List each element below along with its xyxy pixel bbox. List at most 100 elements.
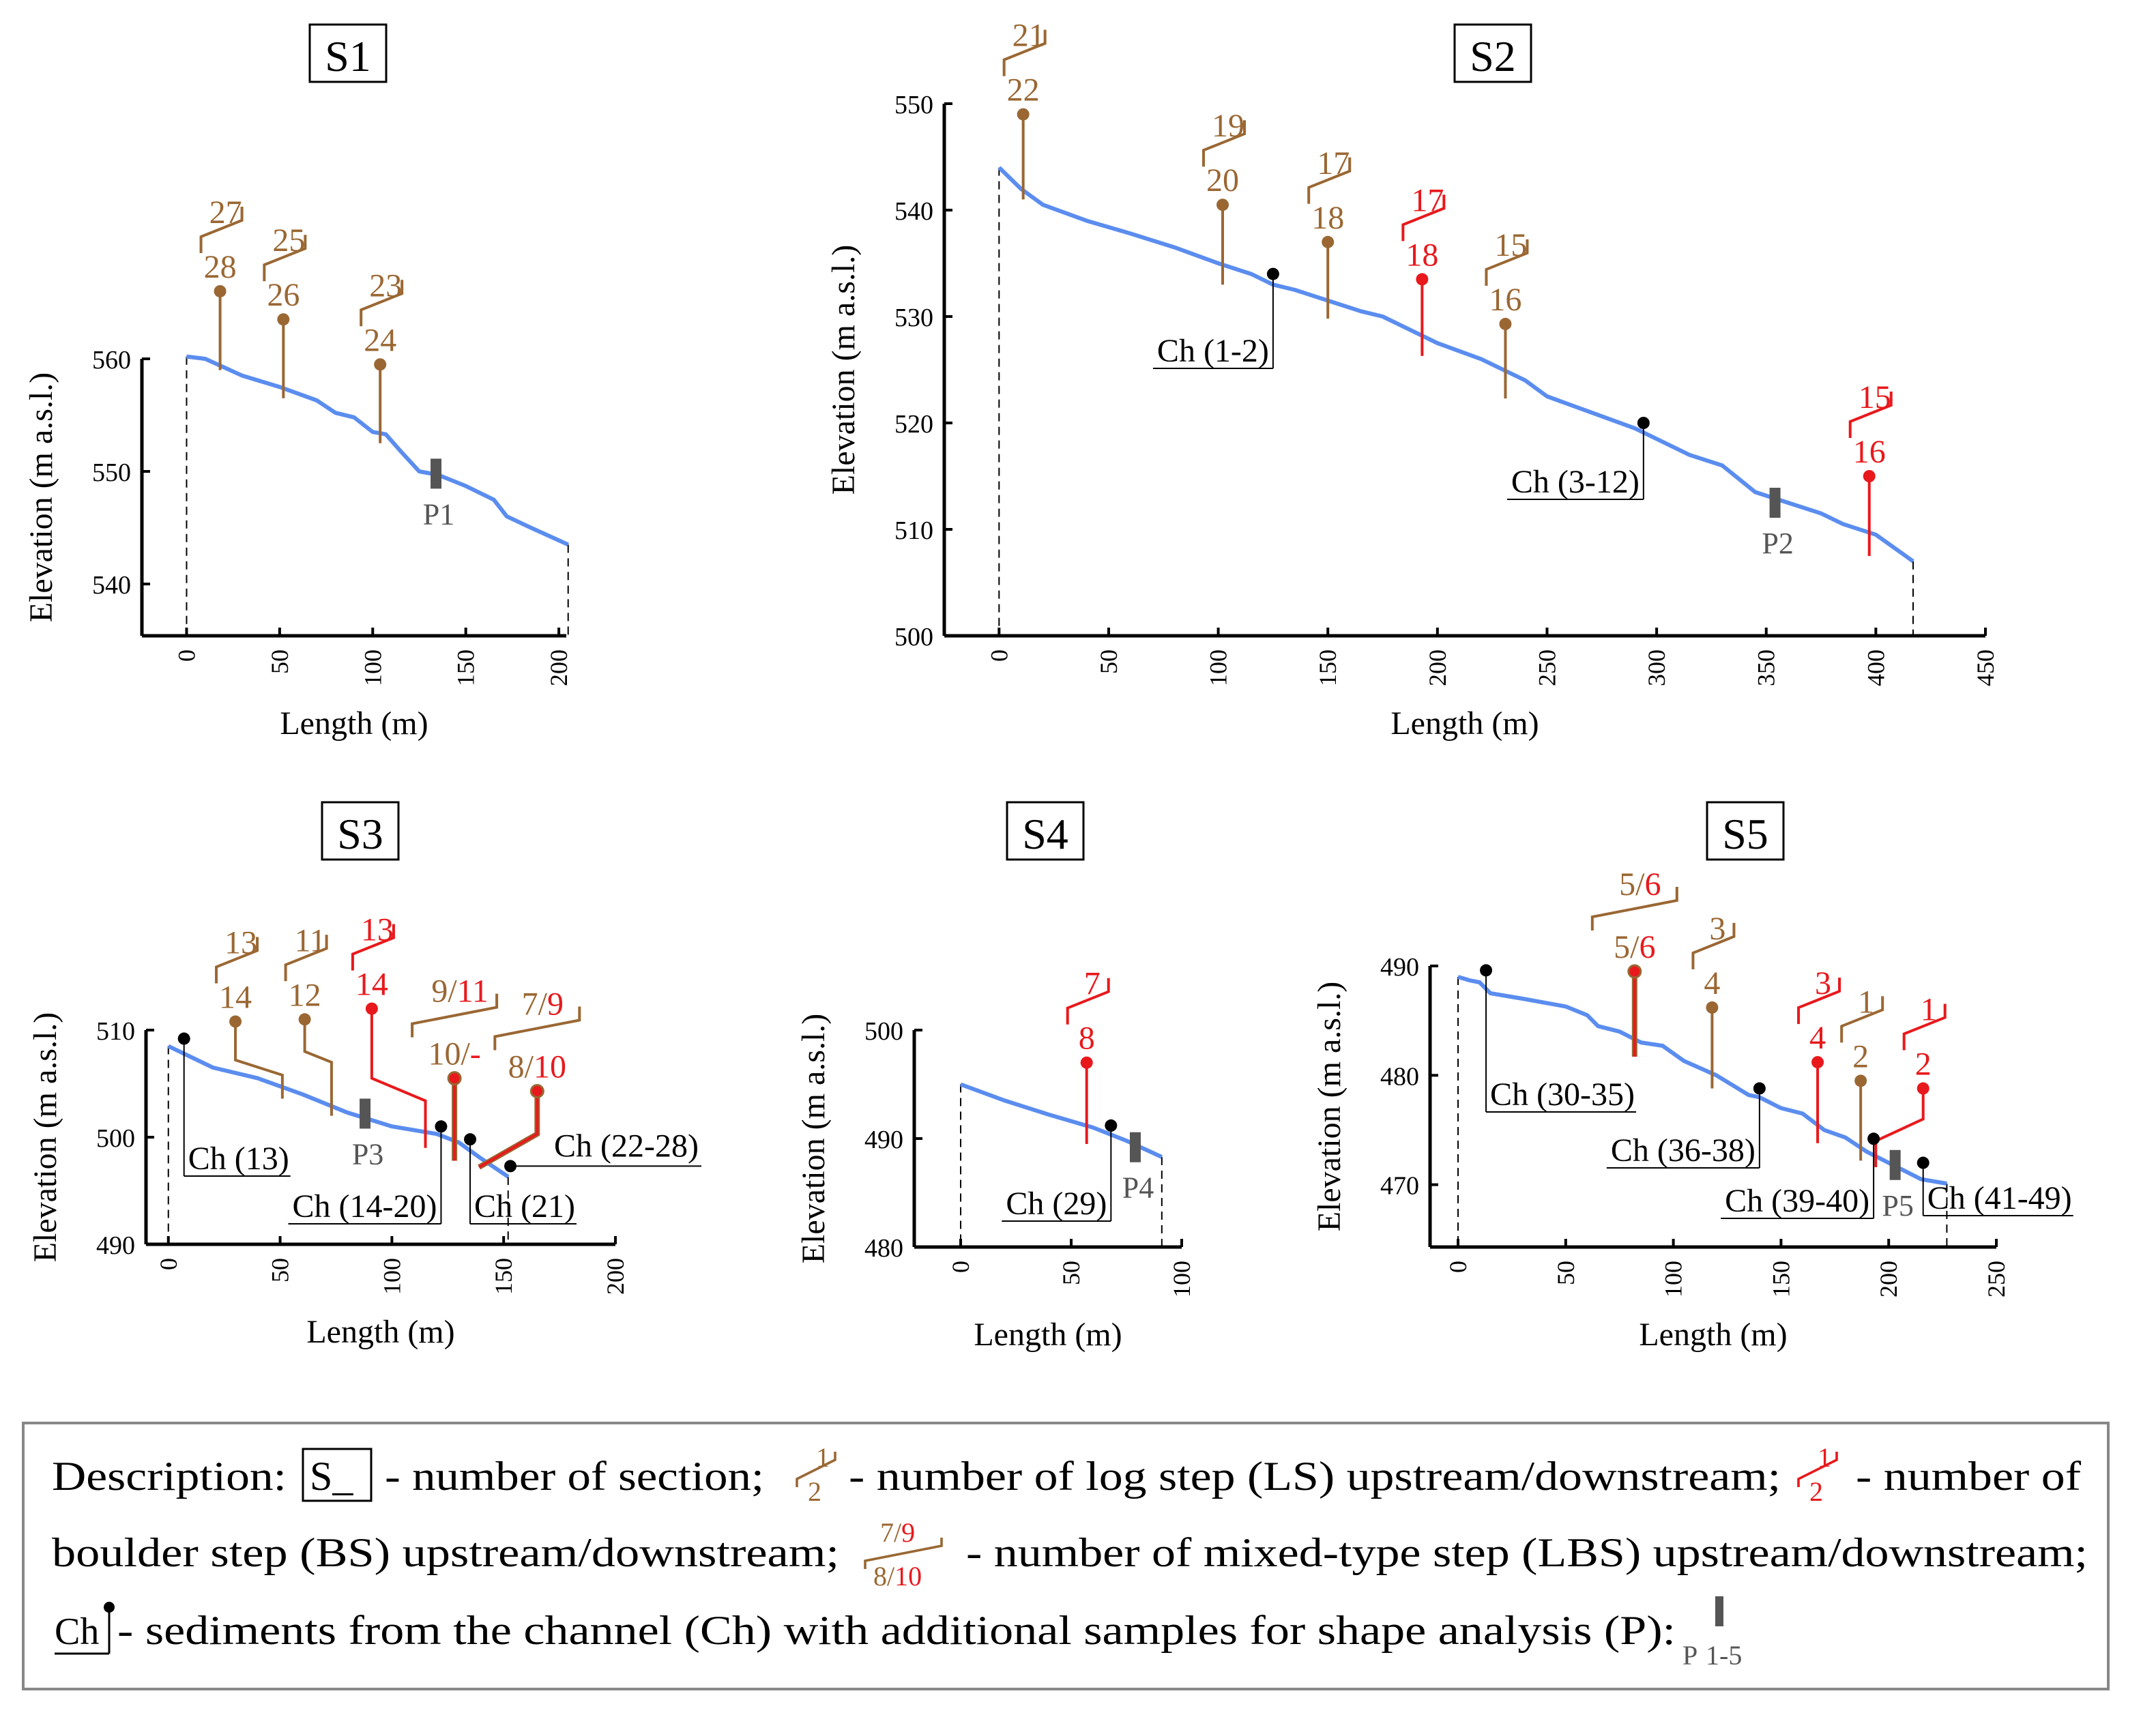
step-dot bbox=[214, 284, 227, 297]
y-tick-label: 540 bbox=[894, 197, 933, 226]
label-separator: / bbox=[448, 973, 457, 1010]
channel-sample-label: Ch (3-12) bbox=[1511, 464, 1640, 500]
shape-sample-bar-icon bbox=[1889, 1149, 1901, 1180]
step-dot bbox=[447, 1071, 462, 1086]
step-dot bbox=[1217, 199, 1229, 211]
step-label-upstream: 15 bbox=[1859, 379, 1891, 415]
step-line bbox=[1874, 1088, 1925, 1167]
shape-sample-label: P4 bbox=[1122, 1171, 1154, 1205]
longitudinal-profile-line bbox=[997, 166, 1914, 563]
step-label-downstream: 4 bbox=[1809, 1020, 1826, 1056]
legend-ch: Ch bbox=[55, 1611, 99, 1653]
step-label-bracket bbox=[1485, 239, 1529, 286]
legend-channel-dot-icon bbox=[104, 1602, 115, 1613]
y-tick-label: 500 bbox=[894, 623, 933, 651]
legend-channel-symbol: Ch bbox=[55, 1602, 115, 1655]
legend-section-symbol-box bbox=[302, 1448, 373, 1502]
label-part-boulder: 10 bbox=[534, 1049, 566, 1085]
step-label-downstream: 8/10 bbox=[508, 1049, 566, 1085]
step-line bbox=[303, 1019, 333, 1116]
step-label-downstream: 12 bbox=[289, 977, 321, 1013]
step-label-downstream: 16 bbox=[1489, 282, 1521, 318]
y-tick-label: 490 bbox=[96, 1231, 135, 1260]
step-dot bbox=[529, 1083, 544, 1098]
x-tick-label: 200 bbox=[602, 1258, 629, 1295]
step-label-upstream: 27 bbox=[209, 194, 242, 231]
step-label-bracket bbox=[1401, 194, 1446, 241]
step-line bbox=[234, 1021, 284, 1099]
step-label-downstream: 18 bbox=[1405, 237, 1438, 273]
legend-lbs-up: 7/9 bbox=[880, 1517, 915, 1548]
step-label-bracket bbox=[1202, 120, 1247, 167]
step-label-downstream: 8 bbox=[1079, 1021, 1095, 1057]
panel-title-box bbox=[321, 801, 400, 861]
step-label-bracket bbox=[360, 280, 404, 327]
channel-sample-dot bbox=[1637, 417, 1650, 429]
step-label-upstream: 7 bbox=[1084, 966, 1101, 1002]
step-ls: 27 28 bbox=[199, 194, 244, 370]
x-tick-label: 200 bbox=[1875, 1261, 1902, 1298]
label-separator: / bbox=[538, 986, 548, 1022]
channel-sample-label: Ch (30-35) bbox=[1490, 1076, 1635, 1113]
channel-sample-label: Ch (29) bbox=[1006, 1186, 1107, 1222]
channel-sample: Ch (13) bbox=[177, 1032, 291, 1177]
legend-description: Description: bbox=[52, 1454, 287, 1499]
step-dot bbox=[1416, 273, 1429, 286]
panel-title-box bbox=[1453, 23, 1532, 83]
step-label-downstream: 24 bbox=[364, 322, 396, 358]
label-part-boulder: 6 bbox=[1639, 929, 1655, 965]
step-label-upstream: 13 bbox=[361, 912, 394, 948]
x-tick-label: 150 bbox=[490, 1258, 517, 1295]
channel-sample: Ch (14-20) bbox=[288, 1120, 448, 1225]
step-label-upstream: 13 bbox=[224, 924, 257, 961]
x-tick-label: 0 bbox=[985, 649, 1013, 662]
x-tick-label: 250 bbox=[1533, 649, 1560, 686]
step-label-bracket bbox=[215, 937, 259, 984]
step-label-upstream: 15 bbox=[1494, 227, 1527, 263]
step-label-bracket bbox=[1840, 996, 1884, 1043]
step-label-bracket bbox=[1848, 392, 1893, 438]
step-label-bracket bbox=[351, 924, 395, 971]
step-bs: 13 14 bbox=[351, 912, 427, 1148]
step-label-upstream: 9/11 bbox=[431, 973, 489, 1010]
legend-bs-down: 2 bbox=[1809, 1476, 1823, 1507]
channel-sample-label: Ch (14-20) bbox=[292, 1188, 437, 1225]
longitudinal-profile-line bbox=[1457, 975, 1947, 1186]
panel-title: S4 bbox=[1022, 810, 1068, 858]
panel-s1: S1 540 550 560 0 50 100 150 200 Length (m) Elevati… bbox=[23, 23, 572, 742]
y-axis-label: Elevation (m a.s.l.) bbox=[27, 1012, 63, 1263]
shape-sample-label: P5 bbox=[1882, 1189, 1913, 1222]
y-axis-label: Elevation (m a.s.l.) bbox=[1311, 982, 1348, 1232]
label-separator: / bbox=[1630, 929, 1640, 965]
step-label-bracket bbox=[1002, 29, 1047, 76]
legend-shape-sample-bar-icon bbox=[1715, 1596, 1723, 1626]
x-axis-label: Length (m) bbox=[1390, 705, 1539, 742]
step-label-upstream: 21 bbox=[1013, 18, 1045, 54]
legend-lbs-down: 8/10 bbox=[873, 1561, 922, 1592]
step-dot bbox=[1917, 1082, 1929, 1095]
x-tick-label: 150 bbox=[452, 649, 480, 686]
legend-mixed-step-text: - number of mixed-type step (LBS) upstre… bbox=[966, 1530, 2088, 1575]
step-label-downstream: 4 bbox=[1704, 965, 1720, 1001]
step-line bbox=[370, 1008, 427, 1148]
step-dot bbox=[1627, 964, 1642, 979]
x-tick-label: 150 bbox=[1767, 1261, 1794, 1298]
step-label-downstream: 22 bbox=[1007, 72, 1040, 108]
legend-log-step-text: - number of log step (LS) upstream/downs… bbox=[849, 1454, 1781, 1499]
panel-title-box bbox=[308, 23, 388, 83]
longitudinal-profile-line bbox=[186, 354, 570, 547]
y-tick-label: 530 bbox=[894, 304, 933, 332]
x-tick-label: 400 bbox=[1862, 649, 1889, 686]
label-part-log: 10 bbox=[428, 1036, 461, 1072]
legend-boulder-step-text-2: boulder step (BS) upstream/downstream; bbox=[52, 1530, 839, 1575]
step-ls: 11 12 bbox=[284, 922, 333, 1116]
step-label-upstream: 7/9 bbox=[522, 986, 564, 1022]
label-part-log: 5 bbox=[1619, 866, 1635, 903]
channel-sample-dot bbox=[1266, 267, 1279, 280]
channel-sample-label: Ch (22-28) bbox=[554, 1128, 699, 1164]
channel-sample: Ch (1-2) bbox=[1152, 267, 1279, 369]
step-label-bracket bbox=[1066, 978, 1110, 1025]
step-label-downstream: 18 bbox=[1311, 200, 1344, 236]
